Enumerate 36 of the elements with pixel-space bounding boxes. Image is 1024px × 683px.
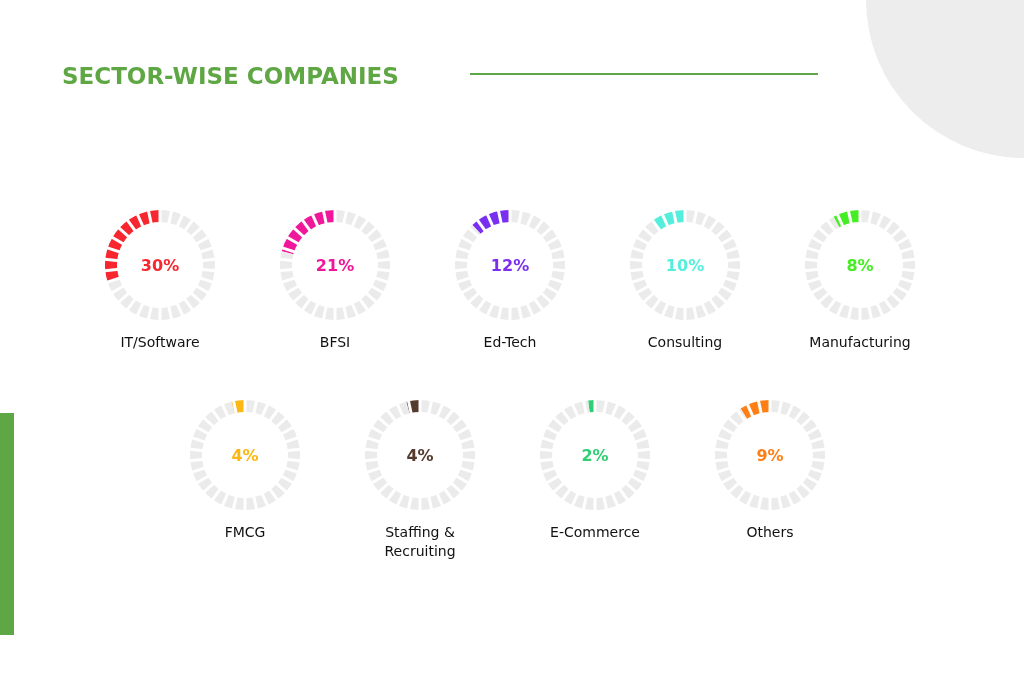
text: 4% <box>231 445 259 465</box>
text: Manufacturing <box>809 334 911 350</box>
text: 30% <box>140 255 180 275</box>
donut-slice <box>740 400 770 419</box>
donut-slice <box>365 400 475 510</box>
donut-slice <box>805 210 915 320</box>
donut-slice <box>588 400 595 413</box>
text: BFSI <box>319 334 351 350</box>
text: Consulting <box>647 334 723 350</box>
text: Others <box>746 524 794 540</box>
donut-slice <box>231 400 245 414</box>
text: 21% <box>315 255 355 275</box>
donut-slice <box>281 210 335 255</box>
donut-slice <box>107 210 215 320</box>
text: IT/Software <box>120 334 200 350</box>
donut-slice <box>715 400 825 510</box>
text: FMCG <box>224 524 266 540</box>
donut-slice <box>190 400 300 510</box>
donut-slice <box>833 210 860 228</box>
text: 10% <box>665 255 705 275</box>
text: Staffing & Recruiting <box>384 524 456 559</box>
text: 2% <box>581 445 609 465</box>
text: 4% <box>406 445 434 465</box>
donut-slice <box>630 210 740 320</box>
text: Ed-Tech <box>483 334 537 350</box>
donut-slice <box>652 210 685 231</box>
donut-slice <box>540 400 650 510</box>
text: E-Commerce <box>550 524 640 540</box>
donut-slice <box>280 210 390 320</box>
text: 8% <box>846 255 874 275</box>
text: 12% <box>490 255 530 275</box>
donut-slice <box>455 210 565 320</box>
donut-slice <box>406 400 420 414</box>
text: 9% <box>756 445 784 465</box>
chart-subtitle: SECTOR-WISE COMPANIES <box>62 63 399 89</box>
donut-slice <box>472 210 510 234</box>
